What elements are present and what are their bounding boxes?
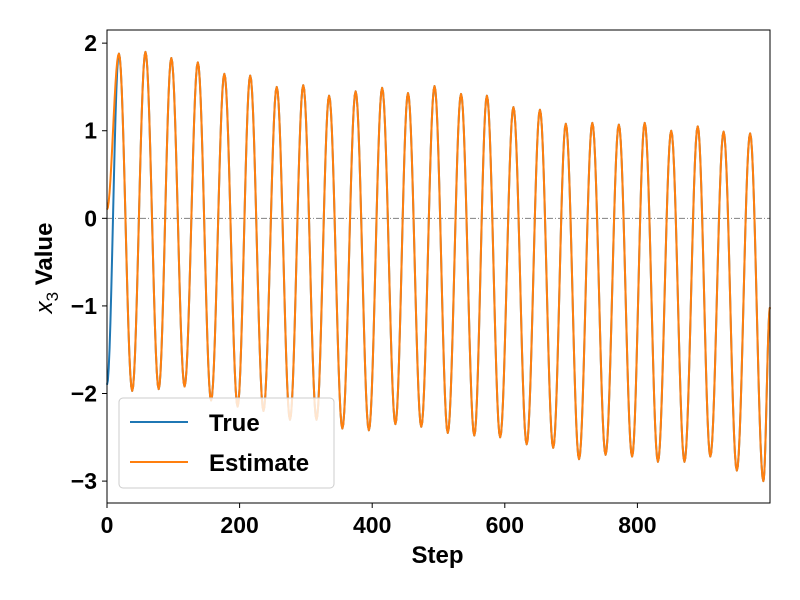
y-tick-label: −1 [71, 293, 97, 319]
svg-text:x3 Value: x3 Value [31, 223, 62, 315]
x-tick-label: 0 [101, 512, 114, 538]
x-axis-label: Step [411, 542, 463, 569]
y-axis-label-symbol: x [31, 300, 58, 314]
y-tick-label: −2 [71, 381, 97, 407]
x-axis: 0 200 400 600 800 [101, 503, 657, 538]
y-tick-label: 0 [84, 205, 97, 231]
y-axis-label-text: Value [31, 223, 58, 286]
series-line-estimate [106, 50, 771, 483]
plot-area [106, 29, 771, 504]
legend-label-true: True [209, 410, 260, 437]
y-axis: −3 −2 −1 0 1 2 [71, 30, 107, 494]
legend-box [118, 397, 335, 489]
x-tick-label: 800 [618, 512, 656, 538]
legend: True Estimate [118, 397, 335, 489]
x-tick-label: 200 [220, 512, 258, 538]
legend-label-estimate: Estimate [209, 450, 309, 477]
x-tick-label: 400 [353, 512, 391, 538]
y-axis-label-subscript: 3 [43, 292, 62, 301]
y-tick-label: 1 [84, 118, 97, 144]
y-axis-label: x3 Value [31, 223, 62, 315]
x-tick-label: 600 [486, 512, 524, 538]
y-tick-label: −3 [71, 468, 97, 494]
y-tick-label: 2 [84, 30, 97, 56]
plot-frame [106, 29, 771, 504]
